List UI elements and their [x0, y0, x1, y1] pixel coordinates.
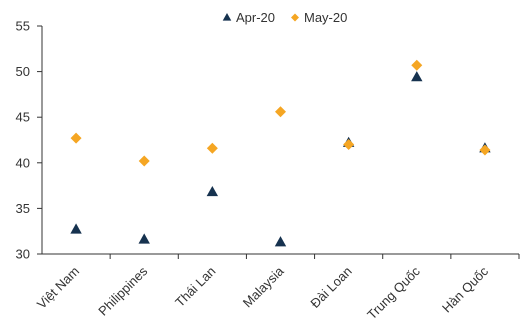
x-tick-label-viet-nam: Việt Nam [34, 264, 82, 312]
x-tick-label-malaysia: Malaysia [240, 263, 287, 310]
data-point-apr-20-malaysia [274, 236, 287, 247]
series-may-20 [70, 59, 491, 167]
data-point-apr-20-thai-lan [206, 185, 219, 197]
data-point-may-20-viet-nam [70, 132, 82, 144]
y-tick-label-50: 50 [16, 64, 30, 79]
data-point-may-20-thai-lan [206, 142, 218, 154]
legend-label-may-20: May-20 [304, 10, 347, 25]
legend-marker-may-20 [291, 13, 299, 22]
y-tick-label-35: 35 [16, 201, 30, 216]
x-axis-labels: Việt Nam Philippines Thái Lan Malaysia Đài L… [34, 254, 520, 322]
data-point-may-20-trung-quoc [411, 59, 423, 71]
y-axis: 30 35 40 45 50 55 [16, 19, 43, 262]
legend: Apr-20 May-20 [222, 10, 347, 25]
x-tick-label-han-quoc: Hàn Quốc [439, 263, 491, 315]
x-tick-label-trung-quoc: Trung Quốc [364, 263, 423, 322]
x-tick-label-philippines: Philippines [95, 263, 150, 318]
legend-label-apr-20: Apr-20 [236, 10, 275, 25]
data-point-may-20-malaysia [275, 106, 286, 118]
y-tick-label-40: 40 [16, 155, 30, 170]
data-point-may-20-han-quoc [479, 144, 491, 156]
y-axis-ticks: 30 35 40 45 50 55 [16, 19, 42, 262]
y-tick-label-55: 55 [16, 19, 30, 34]
x-tick-label-thai-lan: Thái Lan [172, 264, 218, 310]
data-point-may-20-dai-loan [343, 139, 355, 151]
data-point-may-20-philippines [138, 155, 150, 167]
data-point-apr-20-viet-nam [70, 223, 82, 234]
y-tick-label-30: 30 [16, 247, 30, 262]
legend-marker-apr-20 [222, 13, 232, 21]
data-point-apr-20-philippines [138, 233, 150, 244]
y-tick-label-45: 45 [16, 110, 30, 125]
series-apr-20 [70, 71, 491, 247]
x-axis: Việt Nam Philippines Thái Lan Malaysia Đài L… [34, 253, 520, 322]
x-tick-label-dai-loan: Đài Loan [307, 264, 354, 311]
data-point-apr-20-trung-quoc [411, 71, 423, 82]
